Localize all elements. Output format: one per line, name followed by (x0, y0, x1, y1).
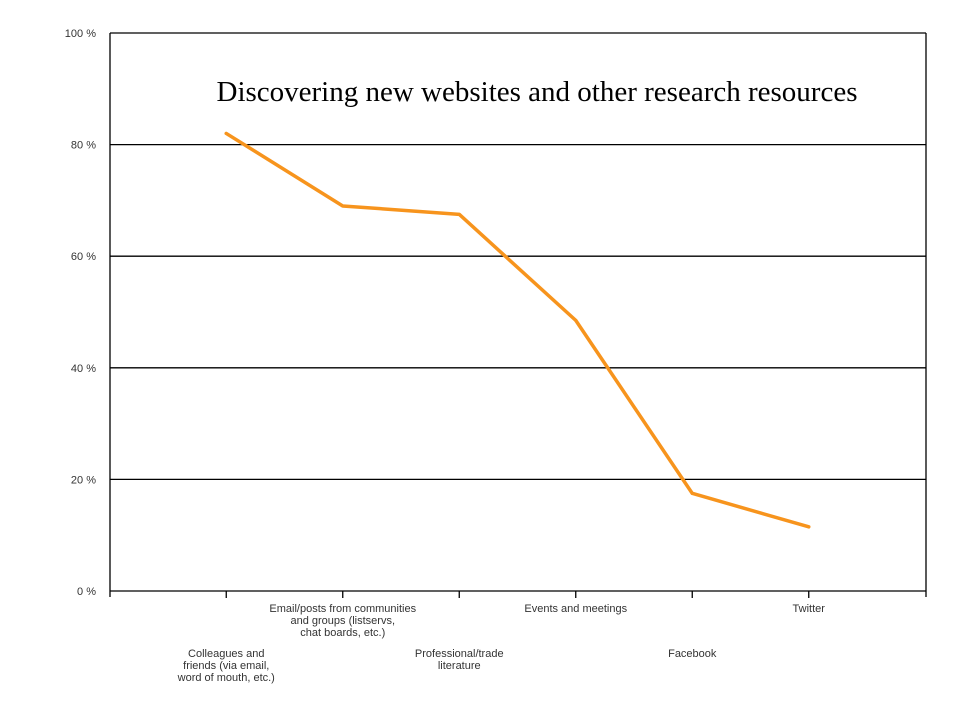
gridlines (110, 32, 926, 592)
chart-title: Discovering new websites and other resea… (217, 76, 858, 108)
y-tick-label: 80 % (71, 140, 96, 152)
data-point (457, 212, 461, 216)
data-point (807, 525, 811, 529)
y-tick-label: 40 % (71, 363, 96, 375)
x-category-label: Professional/trade literature (415, 648, 504, 672)
x-tick-marks (225, 591, 810, 598)
data-point (341, 204, 345, 208)
data-point (690, 491, 694, 495)
y-tick-label: 0 % (77, 586, 96, 598)
series-line (224, 131, 811, 529)
y-tick-label: 60 % (71, 251, 96, 263)
data-point (224, 131, 228, 135)
x-category-label: Colleagues and friends (via email, word of… (177, 648, 275, 684)
x-category-label: Events and meetings (524, 603, 627, 615)
y-tick-label: 20 % (71, 474, 96, 486)
x-category-labels: Colleagues and friends (via email, word of… (177, 603, 826, 684)
series-layer (224, 131, 811, 529)
x-category-label: Facebook (668, 648, 717, 660)
y-tick-label: 100 % (65, 28, 96, 40)
x-category-label: Email/posts from communities and groups (… (269, 603, 416, 639)
y-tick-labels: 0 % 20 % 40 % 60 % 80 % 100 % (65, 28, 96, 598)
x-category-label: Twitter (793, 603, 826, 615)
axes (109, 33, 927, 597)
data-point (574, 318, 578, 322)
